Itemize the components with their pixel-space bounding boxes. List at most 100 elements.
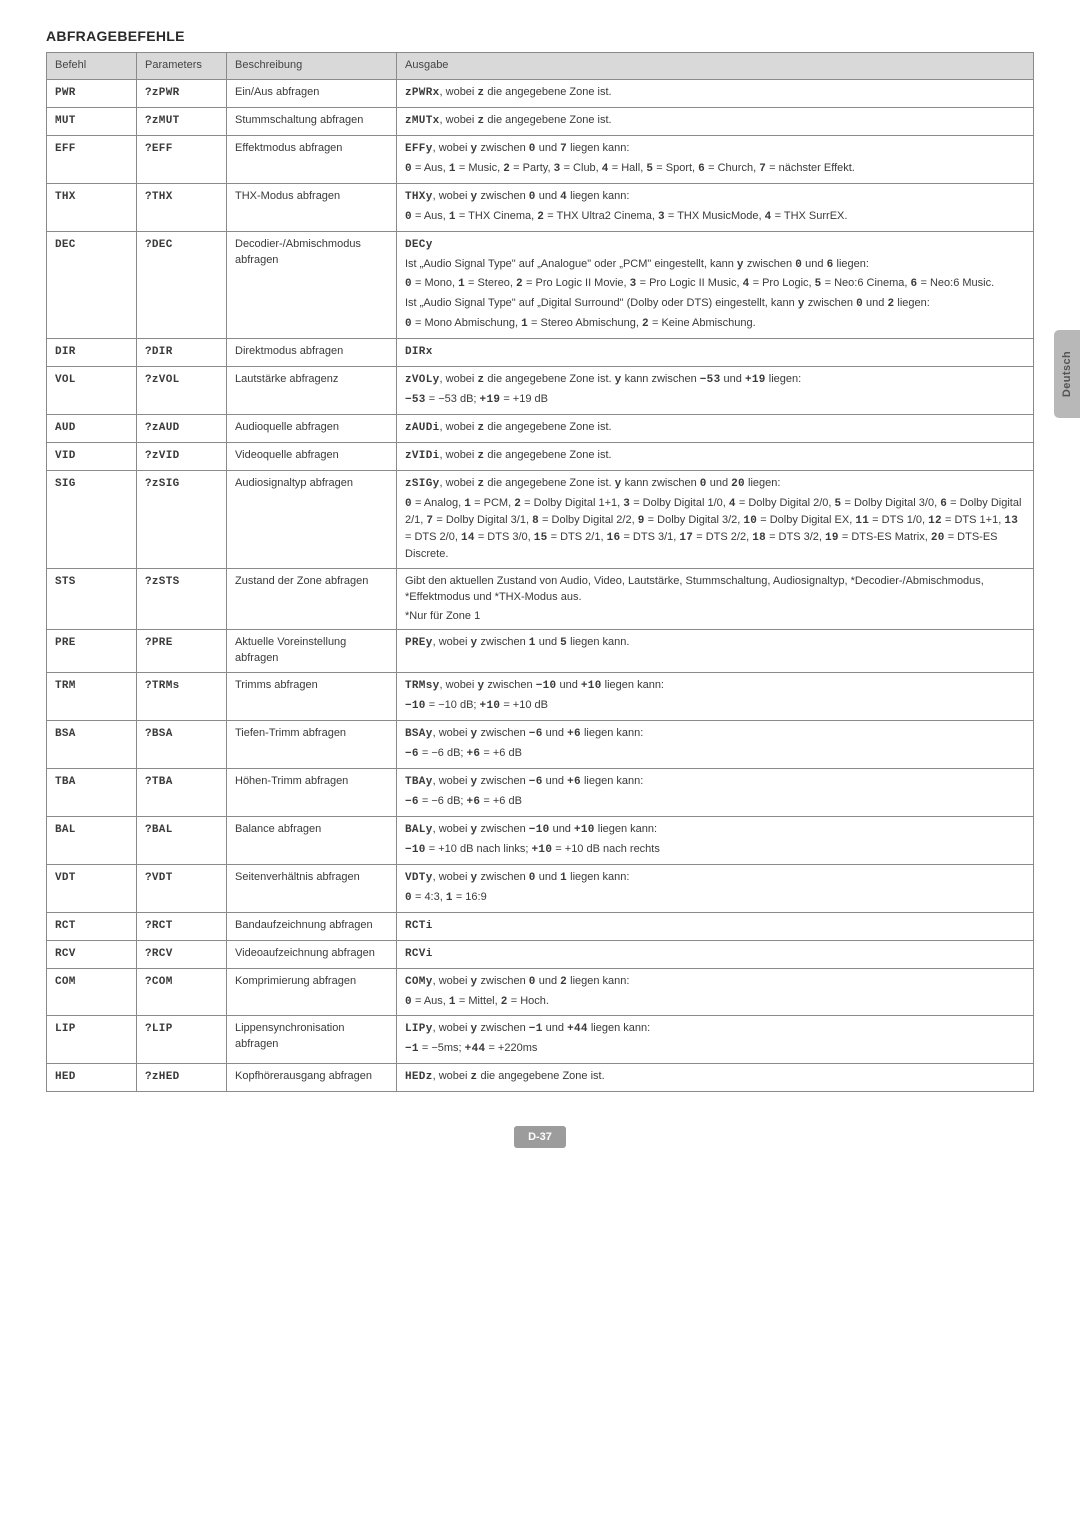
command-table: Befehl Parameters Beschreibung Ausgabe P… xyxy=(46,52,1034,1092)
cell-ausgabe: TRMsy, wobei y zwischen −10 und +10 lieg… xyxy=(397,673,1034,721)
ausgabe-line: 0 = Mono Abmischung, 1 = Stereo Abmischu… xyxy=(405,316,1025,333)
ausgabe-line: 0 = Aus, 1 = Mittel, 2 = Hoch. xyxy=(405,994,1025,1011)
ausgabe-line: zVIDi, wobei z die angegebene Zone ist. xyxy=(405,448,1025,465)
col-ausgabe: Ausgabe xyxy=(397,53,1034,80)
cell-beschreibung: Bandaufzeichnung abfragen xyxy=(227,912,397,940)
cell-beschreibung: THX-Modus abfragen xyxy=(227,183,397,231)
ausgabe-line: −6 = −6 dB; +6 = +6 dB xyxy=(405,746,1025,763)
cell-befehl: BSA xyxy=(47,721,137,769)
table-row: AUD?zAUDAudioquelle abfragenzAUDi, wobei… xyxy=(47,415,1034,443)
table-row: RCV?RCVVideoaufzeichnung abfragenRCVi xyxy=(47,940,1034,968)
ausgabe-line: −10 = −10 dB; +10 = +10 dB xyxy=(405,698,1025,715)
ausgabe-line: BALy, wobei y zwischen −10 und +10 liege… xyxy=(405,822,1025,839)
ausgabe-line: Ist „Audio Signal Type" auf „Digital Sur… xyxy=(405,296,1025,313)
ausgabe-line: THXy, wobei y zwischen 0 und 4 liegen ka… xyxy=(405,189,1025,206)
cell-befehl: STS xyxy=(47,568,137,630)
cell-beschreibung: Trimms abfragen xyxy=(227,673,397,721)
cell-beschreibung: Lippensynchronisation abfragen xyxy=(227,1016,397,1064)
cell-parameters: ?LIP xyxy=(137,1016,227,1064)
cell-befehl: VID xyxy=(47,443,137,471)
cell-parameters: ?zSIG xyxy=(137,470,227,568)
cell-befehl: AUD xyxy=(47,415,137,443)
table-row: COM?COMKomprimierung abfragenCOMy, wobei… xyxy=(47,968,1034,1016)
col-parameters: Parameters xyxy=(137,53,227,80)
ausgabe-line: zPWRx, wobei z die angegebene Zone ist. xyxy=(405,85,1025,102)
table-row: BSA?BSATiefen-Trimm abfragenBSAy, wobei … xyxy=(47,721,1034,769)
cell-parameters: ?DEC xyxy=(137,231,227,339)
cell-befehl: RCV xyxy=(47,940,137,968)
cell-parameters: ?BAL xyxy=(137,816,227,864)
cell-befehl: LIP xyxy=(47,1016,137,1064)
cell-befehl: COM xyxy=(47,968,137,1016)
col-befehl: Befehl xyxy=(47,53,137,80)
cell-ausgabe: zVOLy, wobei z die angegebene Zone ist. … xyxy=(397,367,1034,415)
table-row: VDT?VDTSeitenverhältnis abfragenVDTy, wo… xyxy=(47,864,1034,912)
cell-ausgabe: DIRx xyxy=(397,339,1034,367)
ausgabe-line: RCVi xyxy=(405,946,1025,963)
cell-befehl: MUT xyxy=(47,107,137,135)
table-row: EFF?EFFEffektmodus abfragenEFFy, wobei y… xyxy=(47,135,1034,183)
ausgabe-line: −6 = −6 dB; +6 = +6 dB xyxy=(405,794,1025,811)
cell-beschreibung: Stummschaltung abfragen xyxy=(227,107,397,135)
cell-ausgabe: Gibt den aktuellen Zustand von Audio, Vi… xyxy=(397,568,1034,630)
cell-ausgabe: COMy, wobei y zwischen 0 und 2 liegen ka… xyxy=(397,968,1034,1016)
cell-parameters: ?zVID xyxy=(137,443,227,471)
cell-ausgabe: THXy, wobei y zwischen 0 und 4 liegen ka… xyxy=(397,183,1034,231)
ausgabe-line: 0 = Aus, 1 = Music, 2 = Party, 3 = Club,… xyxy=(405,161,1025,178)
cell-parameters: ?zVOL xyxy=(137,367,227,415)
ausgabe-line: DIRx xyxy=(405,344,1025,361)
table-row: STS?zSTSZustand der Zone abfragenGibt de… xyxy=(47,568,1034,630)
cell-befehl: THX xyxy=(47,183,137,231)
cell-befehl: TBA xyxy=(47,769,137,817)
language-tab: Deutsch xyxy=(1054,330,1080,418)
cell-befehl: PWR xyxy=(47,79,137,107)
ausgabe-line: LIPy, wobei y zwischen −1 und +44 liegen… xyxy=(405,1021,1025,1038)
language-tab-label: Deutsch xyxy=(1061,351,1073,397)
table-row: PWR?zPWREin/Aus abfragenzPWRx, wobei z d… xyxy=(47,79,1034,107)
cell-beschreibung: Aktuelle Voreinstellung abfragen xyxy=(227,630,397,673)
cell-parameters: ?VDT xyxy=(137,864,227,912)
cell-befehl: VOL xyxy=(47,367,137,415)
cell-beschreibung: Höhen-Trimm abfragen xyxy=(227,769,397,817)
cell-parameters: ?RCT xyxy=(137,912,227,940)
cell-parameters: ?TRMs xyxy=(137,673,227,721)
cell-befehl: VDT xyxy=(47,864,137,912)
cell-parameters: ?THX xyxy=(137,183,227,231)
cell-ausgabe: zVIDi, wobei z die angegebene Zone ist. xyxy=(397,443,1034,471)
cell-parameters: ?DIR xyxy=(137,339,227,367)
ausgabe-line: zVOLy, wobei z die angegebene Zone ist. … xyxy=(405,372,1025,389)
ausgabe-line: 0 = Aus, 1 = THX Cinema, 2 = THX Ultra2 … xyxy=(405,209,1025,226)
cell-beschreibung: Audioquelle abfragen xyxy=(227,415,397,443)
cell-befehl: DIR xyxy=(47,339,137,367)
table-row: HED?zHEDKopfhörerausgang abfragenHEDz, w… xyxy=(47,1064,1034,1092)
ausgabe-line: DECy xyxy=(405,237,1025,254)
table-row: VID?zVIDVideoquelle abfragenzVIDi, wobei… xyxy=(47,443,1034,471)
table-row: BAL?BALBalance abfragenBALy, wobei y zwi… xyxy=(47,816,1034,864)
cell-beschreibung: Audiosignaltyp abfragen xyxy=(227,470,397,568)
ausgabe-line: TBAy, wobei y zwischen −6 und +6 liegen … xyxy=(405,774,1025,791)
cell-beschreibung: Ein/Aus abfragen xyxy=(227,79,397,107)
table-row: MUT?zMUTStummschaltung abfragenzMUTx, wo… xyxy=(47,107,1034,135)
cell-befehl: HED xyxy=(47,1064,137,1092)
table-row: DIR?DIRDirektmodus abfragen DIRx xyxy=(47,339,1034,367)
col-beschreibung: Beschreibung xyxy=(227,53,397,80)
ausgabe-line: EFFy, wobei y zwischen 0 und 7 liegen ka… xyxy=(405,141,1025,158)
cell-beschreibung: Zustand der Zone abfragen xyxy=(227,568,397,630)
ausgabe-line: 0 = Mono, 1 = Stereo, 2 = Pro Logic II M… xyxy=(405,276,1025,293)
table-header-row: Befehl Parameters Beschreibung Ausgabe xyxy=(47,53,1034,80)
cell-parameters: ?zSTS xyxy=(137,568,227,630)
cell-befehl: DEC xyxy=(47,231,137,339)
ausgabe-line: COMy, wobei y zwischen 0 und 2 liegen ka… xyxy=(405,974,1025,991)
cell-ausgabe: EFFy, wobei y zwischen 0 und 7 liegen ka… xyxy=(397,135,1034,183)
cell-beschreibung: Balance abfragen xyxy=(227,816,397,864)
cell-beschreibung: Direktmodus abfragen xyxy=(227,339,397,367)
cell-parameters: ?zAUD xyxy=(137,415,227,443)
ausgabe-line: Ist „Audio Signal Type" auf „Analogue" o… xyxy=(405,257,1025,274)
ausgabe-line: VDTy, wobei y zwischen 0 und 1 liegen ka… xyxy=(405,870,1025,887)
ausgabe-line: Gibt den aktuellen Zustand von Audio, Vi… xyxy=(405,574,1025,606)
cell-ausgabe: LIPy, wobei y zwischen −1 und +44 liegen… xyxy=(397,1016,1034,1064)
cell-parameters: ?RCV xyxy=(137,940,227,968)
table-row: RCT?RCTBandaufzeichnung abfragenRCTi xyxy=(47,912,1034,940)
cell-ausgabe: zMUTx, wobei z die angegebene Zone ist. xyxy=(397,107,1034,135)
cell-ausgabe: BSAy, wobei y zwischen −6 und +6 liegen … xyxy=(397,721,1034,769)
